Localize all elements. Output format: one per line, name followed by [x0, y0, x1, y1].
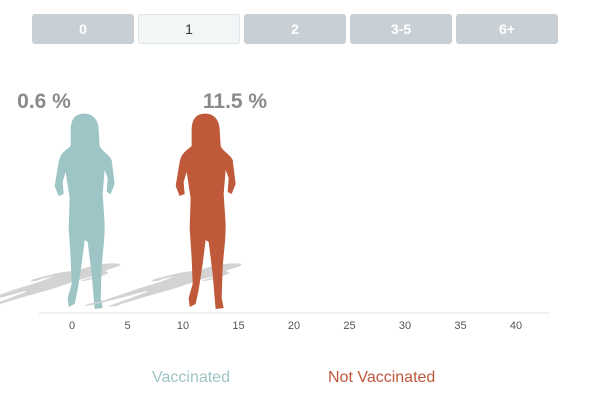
tab-dose-0[interactable]: 0 [32, 14, 134, 44]
x-tick-label: 5 [124, 320, 130, 332]
value-label-vaccinated: 0.6 % [17, 90, 71, 113]
legend-vaccinated: Vaccinated [152, 369, 230, 386]
tab-dose-2[interactable]: 2 [244, 14, 346, 44]
x-tick-label: 30 [399, 320, 411, 332]
x-tick-label: 10 [177, 320, 189, 332]
x-tick-label: 0 [69, 320, 75, 332]
figures [0, 113, 265, 309]
x-tick-label: 15 [232, 320, 244, 332]
value-labels: 0.6 % 11.5 % [17, 90, 267, 113]
x-tick-label: 25 [343, 320, 355, 332]
value-label-not-vaccinated: 11.5 % [203, 90, 268, 113]
x-tick-label: 35 [454, 320, 466, 332]
x-tick-label: 20 [288, 320, 300, 332]
x-axis-ticks: 0 5 10 15 20 25 30 35 40 [69, 320, 522, 332]
dose-tabs: 0 1 2 3-5 6+ [32, 14, 558, 44]
tab-dose-1[interactable]: 1 [138, 14, 240, 44]
tab-dose-3-5[interactable]: 3-5 [350, 14, 452, 44]
tab-dose-6-plus[interactable]: 6+ [456, 14, 558, 44]
x-tick-label: 40 [510, 320, 522, 332]
legend-not-vaccinated: Not Vaccinated [328, 369, 436, 386]
